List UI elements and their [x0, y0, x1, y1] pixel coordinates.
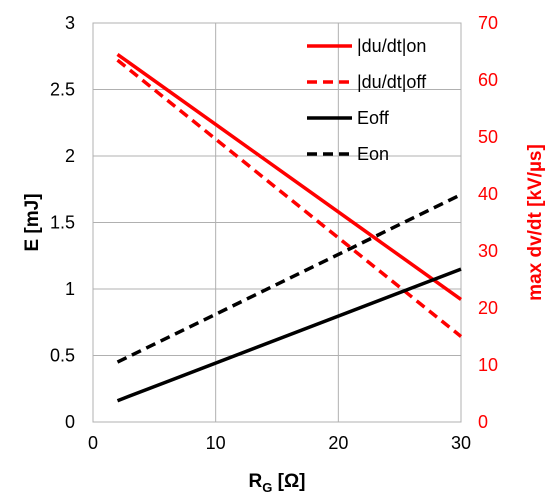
- legend: |du/dt|on |du/dt|off Eoff Eon: [307, 36, 427, 164]
- y-right-tick-label: 60: [478, 70, 498, 90]
- series-layer: [116, 52, 463, 403]
- series-line-3: [116, 267, 462, 403]
- series-line-1: [116, 52, 463, 301]
- y-left-tick-label: 2.5: [50, 80, 75, 100]
- x-axis-title: RG [Ω]: [248, 471, 305, 495]
- x-tick-label: 0: [88, 433, 98, 453]
- y-right-tick-label: 70: [478, 13, 498, 33]
- y-axis-right-title: max dv/dt [kV/µs]: [525, 144, 546, 301]
- series-line-4: [116, 193, 462, 364]
- y-right-tick-label: 0: [478, 412, 488, 432]
- y-left-tick-label: 1: [65, 279, 75, 299]
- y-right-tick-label: 50: [478, 127, 498, 147]
- y-left-tick-label: 3: [65, 13, 75, 33]
- y-axis-left-title: E [mJ]: [22, 193, 43, 251]
- x-axis-title-main: R: [248, 471, 262, 492]
- y-right-tick-label: 40: [478, 184, 498, 204]
- x-axis-title-unit: [Ω]: [272, 471, 305, 492]
- legend-label: |du/dt|off: [357, 72, 427, 92]
- legend-label: Eoff: [357, 108, 390, 128]
- y-left-tick-label: 2: [65, 146, 75, 166]
- y-right-tick-label: 30: [478, 241, 498, 261]
- y-right-tick-label: 10: [478, 355, 498, 375]
- series-line-2: [116, 58, 463, 338]
- y-left-tick-label: 1.5: [50, 213, 75, 233]
- y-left-tick-label: 0: [65, 412, 75, 432]
- y-right-tick-label: 20: [478, 298, 498, 318]
- x-tick-label: 10: [206, 433, 226, 453]
- plot-area-frame: [92, 22, 462, 423]
- legend-label: |du/dt|on: [357, 36, 426, 56]
- x-tick-label: 20: [328, 433, 348, 453]
- y-left-tick-label: 0.5: [50, 346, 75, 366]
- x-axis-title-subscript: G: [262, 480, 272, 495]
- legend-label: Eon: [357, 144, 389, 164]
- x-tick-label: 30: [451, 433, 471, 453]
